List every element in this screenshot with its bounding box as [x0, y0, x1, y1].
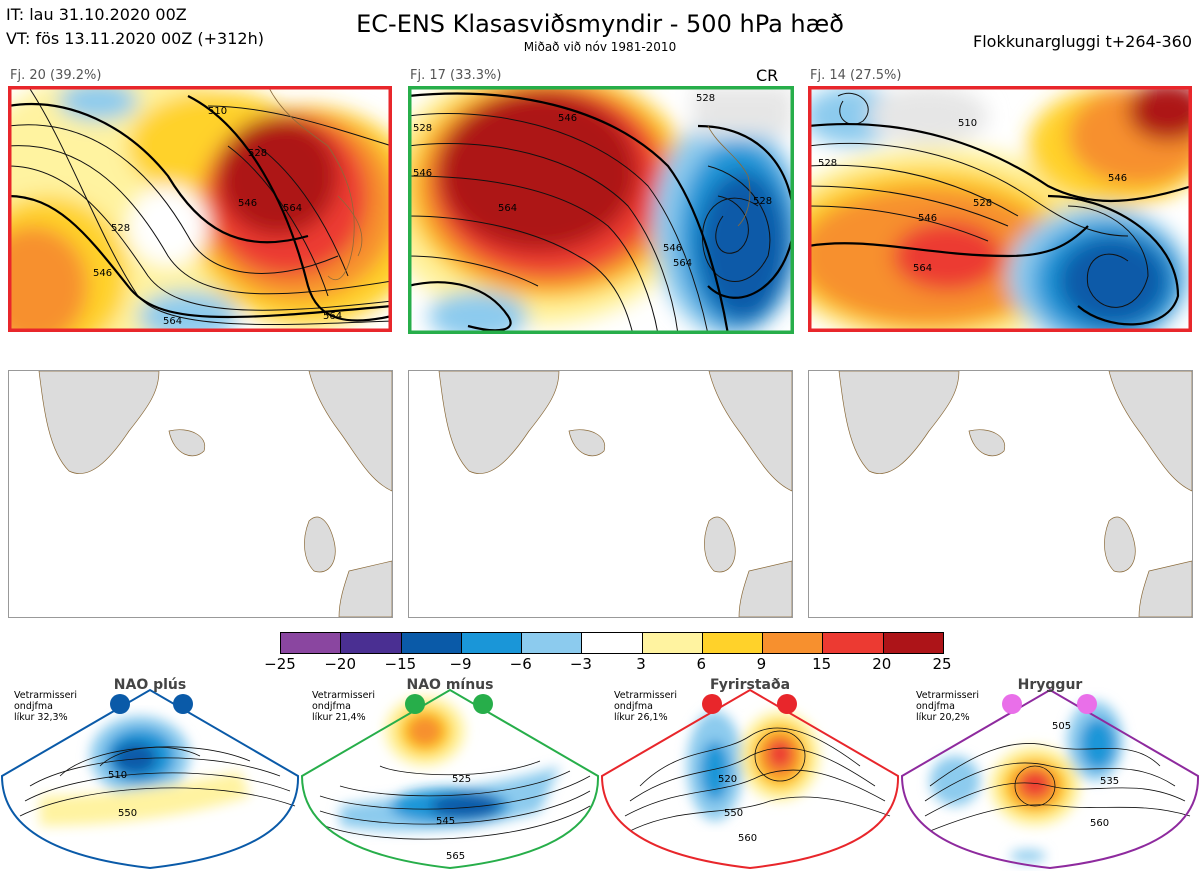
regime-contour-label: 525 [452, 774, 471, 785]
clustering-window: Flokkunargluggi t+264-360 [973, 32, 1192, 51]
colorbar-swatch [641, 633, 702, 653]
colorbar-tick-label: 25 [932, 655, 952, 673]
empty-map-3 [808, 370, 1193, 618]
cluster-2-contour-label: 564 [673, 258, 692, 269]
regime-contour-label: 550 [118, 808, 137, 819]
page-title: EC-ENS Klasasviðsmyndir - 500 hPa hæð [356, 10, 844, 38]
cluster-2-contour-label: 546 [558, 113, 577, 124]
cluster-1-map: 510 528 546 564 528 546 564 564 [8, 86, 392, 332]
regime-marker-icon [405, 694, 425, 714]
empty-map-2 [408, 370, 793, 618]
cluster-1-contour-label: 546 [93, 268, 112, 279]
regime-marker-icon [473, 694, 493, 714]
cluster-3-label: Fj. 14 (27.5%) [810, 68, 902, 83]
page-subtitle: Miðað við nóv 1981-2010 [523, 40, 677, 54]
colorbar-tick-label: −9 [449, 655, 472, 673]
regime-contour-label: 565 [446, 851, 465, 862]
regime-contour-label: 510 [108, 770, 127, 781]
colorbar-swatch [340, 633, 401, 653]
colorbar-ticks: −25 −20 −15 −9 −6 −3 3 6 9 15 20 25 [264, 655, 951, 675]
cluster-1-contour-label: 564 [283, 203, 302, 214]
regime-contour-label: 560 [1090, 818, 1109, 829]
cluster-3-contour-label: 546 [1108, 173, 1127, 184]
cluster-2-label: Fj. 17 (33.3%) [410, 68, 502, 83]
cluster-2-contour-label: 546 [413, 168, 432, 179]
regime-info: Vetrarmisseri ondjfma líkur 32,3% [14, 690, 77, 723]
cluster-2-map: 528 546 546 564 546 564 528 528 [408, 86, 794, 334]
cluster-3-map: 510 528 546 564 546 528 [808, 86, 1192, 332]
colorbar-swatch [460, 633, 522, 653]
colorbar-tick-label: 3 [636, 655, 646, 673]
regime-contour-label: 535 [1100, 776, 1119, 787]
regime-contour-label: 560 [738, 833, 757, 844]
regime-info: Vetrarmisseri ondjfma líkur 20,2% [916, 690, 979, 723]
regime-marker-icon [702, 694, 722, 714]
cluster-3-contour-label: 546 [918, 213, 937, 224]
cluster-2-cr-tag: CR [756, 66, 779, 85]
valid-time: VT: fös 13.11.2020 00Z (+312h) [6, 29, 264, 48]
cluster-1-contour-label: 564 [163, 316, 182, 327]
regime-title: NAO plús [113, 677, 187, 693]
cluster-1-contour-label: 510 [208, 106, 227, 117]
regime-contour-label: 520 [718, 774, 737, 785]
colorbar-swatch [400, 633, 461, 653]
colorbar-tick-label: 9 [756, 655, 767, 673]
cluster-1-contour-label: 528 [248, 148, 267, 159]
cluster-2-contour-label: 528 [696, 93, 715, 104]
cluster-3-contour-label: 564 [913, 263, 932, 274]
regime-info: Vetrarmisseri ondjfma líkur 26,1% [614, 690, 677, 723]
regime-title: NAO mínus [406, 677, 494, 693]
regime-contour-label: 545 [436, 816, 455, 827]
regime-nao-minus: 525 545 565 [300, 676, 600, 871]
regime-marker-icon [1002, 694, 1022, 714]
colorbar-swatch [701, 633, 763, 653]
regime-blocking: 520 550 560 [600, 676, 900, 871]
regime-info: Vetrarmisseri ondjfma líkur 21,4% [312, 690, 375, 723]
cluster-2-contour-label: 546 [663, 243, 682, 254]
regime-nao-plus: 510 550 [0, 676, 300, 871]
colorbar-tick-label: 15 [812, 655, 832, 673]
colorbar-tick-label: 20 [872, 655, 892, 673]
regime-title: Hryggur [1017, 677, 1083, 693]
cluster-3-contour-label: 528 [973, 198, 992, 209]
colorbar-swatch [882, 633, 943, 653]
regime-title: Fyrirstaða [709, 677, 791, 693]
regime-marker-icon [110, 694, 130, 714]
regime-marker-icon [1077, 694, 1097, 714]
init-time: IT: lau 31.10.2020 00Z [6, 5, 187, 24]
cluster-3-contour-label: 510 [958, 118, 977, 129]
colorbar-swatch [822, 633, 883, 653]
cluster-2-contour-label: 564 [498, 203, 517, 214]
regime-contour-label: 505 [1052, 721, 1071, 732]
cluster-1-contour-label: 546 [238, 198, 257, 209]
cluster-1-contour-label: 564 [323, 311, 342, 322]
cluster-1-contour-label: 528 [111, 223, 130, 234]
cluster-2-contour-label: 528 [413, 123, 432, 134]
cluster-2-contour-label: 528 [753, 196, 772, 207]
regime-marker-icon [777, 694, 797, 714]
colorbar-tick-label: 6 [696, 655, 707, 673]
colorbar [280, 632, 944, 654]
colorbar-tick-label: −3 [569, 655, 592, 673]
regime-marker-icon [173, 694, 193, 714]
colorbar-swatch [762, 633, 823, 653]
colorbar-swatch [521, 633, 582, 653]
regime-contour-label: 550 [724, 808, 743, 819]
colorbar-swatch [581, 633, 642, 653]
cluster-1-label: Fj. 20 (39.2%) [10, 68, 102, 83]
colorbar-tick-label: −25 [264, 655, 296, 673]
cluster-3-contour-label: 528 [818, 158, 837, 169]
colorbar-tick-label: −20 [324, 655, 356, 673]
empty-map-1 [8, 370, 393, 618]
colorbar-tick-label: −15 [384, 655, 417, 673]
colorbar-tick-label: −6 [509, 655, 532, 673]
regime-ridge: 505 535 560 [900, 676, 1200, 871]
colorbar-swatch [281, 633, 341, 653]
